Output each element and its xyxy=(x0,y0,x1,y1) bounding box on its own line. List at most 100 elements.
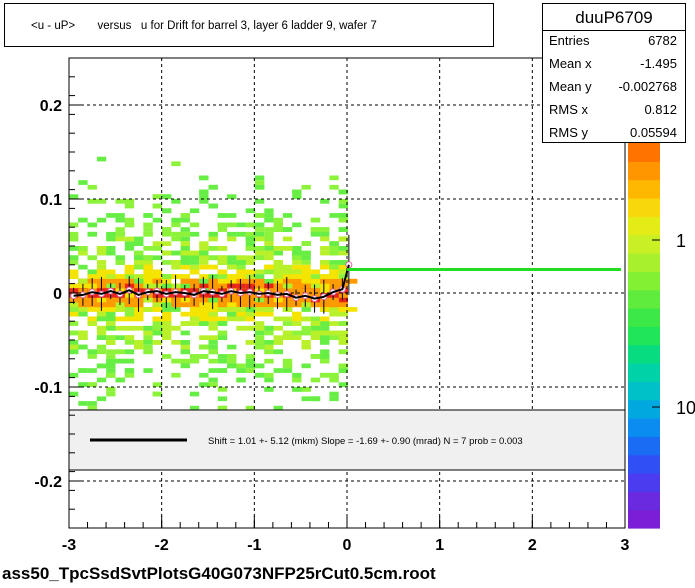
heatmap-cell xyxy=(106,307,116,312)
heatmap-cell xyxy=(208,335,218,340)
heatmap-cell xyxy=(310,354,321,359)
heatmap-cell xyxy=(301,387,311,392)
heatmap-cell xyxy=(134,255,144,261)
heatmap-cell xyxy=(338,302,348,308)
heatmap-cell xyxy=(124,368,135,373)
heatmap-cell xyxy=(162,307,172,312)
heatmap-cell xyxy=(310,330,321,336)
heatmap-cell xyxy=(292,372,302,378)
heatmap-cell xyxy=(292,260,302,265)
heatmap-cell xyxy=(208,344,218,350)
heatmap-cell xyxy=(310,283,321,289)
heatmap-cell xyxy=(106,274,116,279)
heatmap-cell xyxy=(106,250,116,256)
heatmap-cell xyxy=(338,335,348,340)
heatmap-cell xyxy=(115,335,125,340)
heatmap-cell xyxy=(189,278,200,284)
heatmap-cell xyxy=(134,325,144,331)
heatmap-cell xyxy=(171,199,181,204)
heatmap-cell xyxy=(217,260,228,265)
heatmap-cell xyxy=(115,307,125,312)
heatmap-cell xyxy=(329,264,339,270)
heatmap-cell xyxy=(329,246,339,251)
heatmap-cell xyxy=(189,391,200,397)
heatmap-cell xyxy=(199,194,209,199)
heatmap-cell xyxy=(236,283,246,289)
heatmap-cell xyxy=(87,231,97,237)
heatmap-cell xyxy=(189,208,200,214)
heatmap-cell xyxy=(87,307,97,312)
heatmap-cell xyxy=(273,368,283,373)
heatmap-cell xyxy=(348,278,358,284)
heatmap-cell xyxy=(208,316,218,322)
heatmap-cell xyxy=(96,246,107,251)
stats-value: 0.812 xyxy=(644,102,677,117)
heatmap-cell xyxy=(320,236,330,242)
stats-label: RMS x xyxy=(549,102,588,117)
heatmap-cell xyxy=(227,316,237,322)
heatmap-cell xyxy=(69,283,79,289)
heatmap-cell xyxy=(320,349,330,355)
heatmap-cell xyxy=(227,358,237,364)
heatmap-cell xyxy=(282,368,293,373)
heatmap-cell xyxy=(78,217,88,223)
heatmap-cell xyxy=(338,269,348,275)
heatmap-cell xyxy=(320,278,330,284)
heatmap-cell xyxy=(171,236,181,242)
heatmap-cell xyxy=(162,241,172,246)
heatmap-cell xyxy=(236,302,246,308)
heatmap-cell xyxy=(292,246,302,251)
heatmap-cell xyxy=(217,307,228,312)
heatmap-cell xyxy=(171,217,181,223)
heatmap-cell xyxy=(320,307,330,312)
heatmap-cell xyxy=(301,344,311,350)
heatmap-cell xyxy=(227,255,237,261)
heatmap-cell xyxy=(96,156,107,162)
heatmap-cell xyxy=(310,278,321,284)
heatmap-cell xyxy=(273,325,283,331)
heatmap-cell xyxy=(78,311,88,317)
heatmap-cell xyxy=(134,241,144,246)
heatmap-cell xyxy=(255,330,265,336)
file-name-footer: ass50_TpcSsdSvtPlotsG40G073NFP25rCut0.5c… xyxy=(2,564,436,583)
heatmap-cell xyxy=(180,246,190,251)
heatmap-cell xyxy=(301,396,311,402)
heatmap-cell xyxy=(320,250,330,256)
heatmap-cell xyxy=(96,199,107,204)
heatmap-cell xyxy=(189,264,200,270)
heatmap-cell xyxy=(87,349,97,355)
heatmap-cell xyxy=(245,340,255,345)
heatmap-cell xyxy=(273,278,283,284)
heatmap-cell xyxy=(78,335,88,340)
heatmap-cell xyxy=(338,311,348,317)
heatmap-cell xyxy=(273,227,283,232)
heatmap-cell xyxy=(189,316,200,322)
heatmap-cell xyxy=(217,321,228,326)
heatmap-cell xyxy=(255,283,265,289)
heatmap-cell xyxy=(143,213,153,218)
colorbar-segment xyxy=(628,344,660,364)
colorbar-segment xyxy=(628,308,660,327)
stats-label: RMS y xyxy=(549,125,588,140)
heatmap-cell xyxy=(189,311,200,317)
heatmap-cell xyxy=(96,377,107,383)
heatmap-cell xyxy=(282,307,293,312)
heatmap-cell xyxy=(115,231,125,237)
heatmap-cell xyxy=(96,349,107,355)
heatmap-cell xyxy=(124,269,135,275)
x-tick-label: 0 xyxy=(343,537,352,554)
heatmap-cell xyxy=(69,321,79,326)
heatmap-cell xyxy=(301,283,311,289)
heatmap-cell xyxy=(69,231,79,237)
heatmap-cell xyxy=(255,227,265,232)
heatmap-cell xyxy=(329,184,339,190)
heatmap-cell xyxy=(87,405,97,411)
heatmap-cell xyxy=(329,269,339,275)
heatmap-cell xyxy=(320,321,330,326)
heatmap-cell xyxy=(264,358,274,364)
heatmap-cell xyxy=(348,307,358,312)
heatmap-cell xyxy=(282,269,293,275)
heatmap-cell xyxy=(273,250,283,256)
heatmap-cell xyxy=(264,213,274,218)
heatmap-cell xyxy=(115,199,125,204)
